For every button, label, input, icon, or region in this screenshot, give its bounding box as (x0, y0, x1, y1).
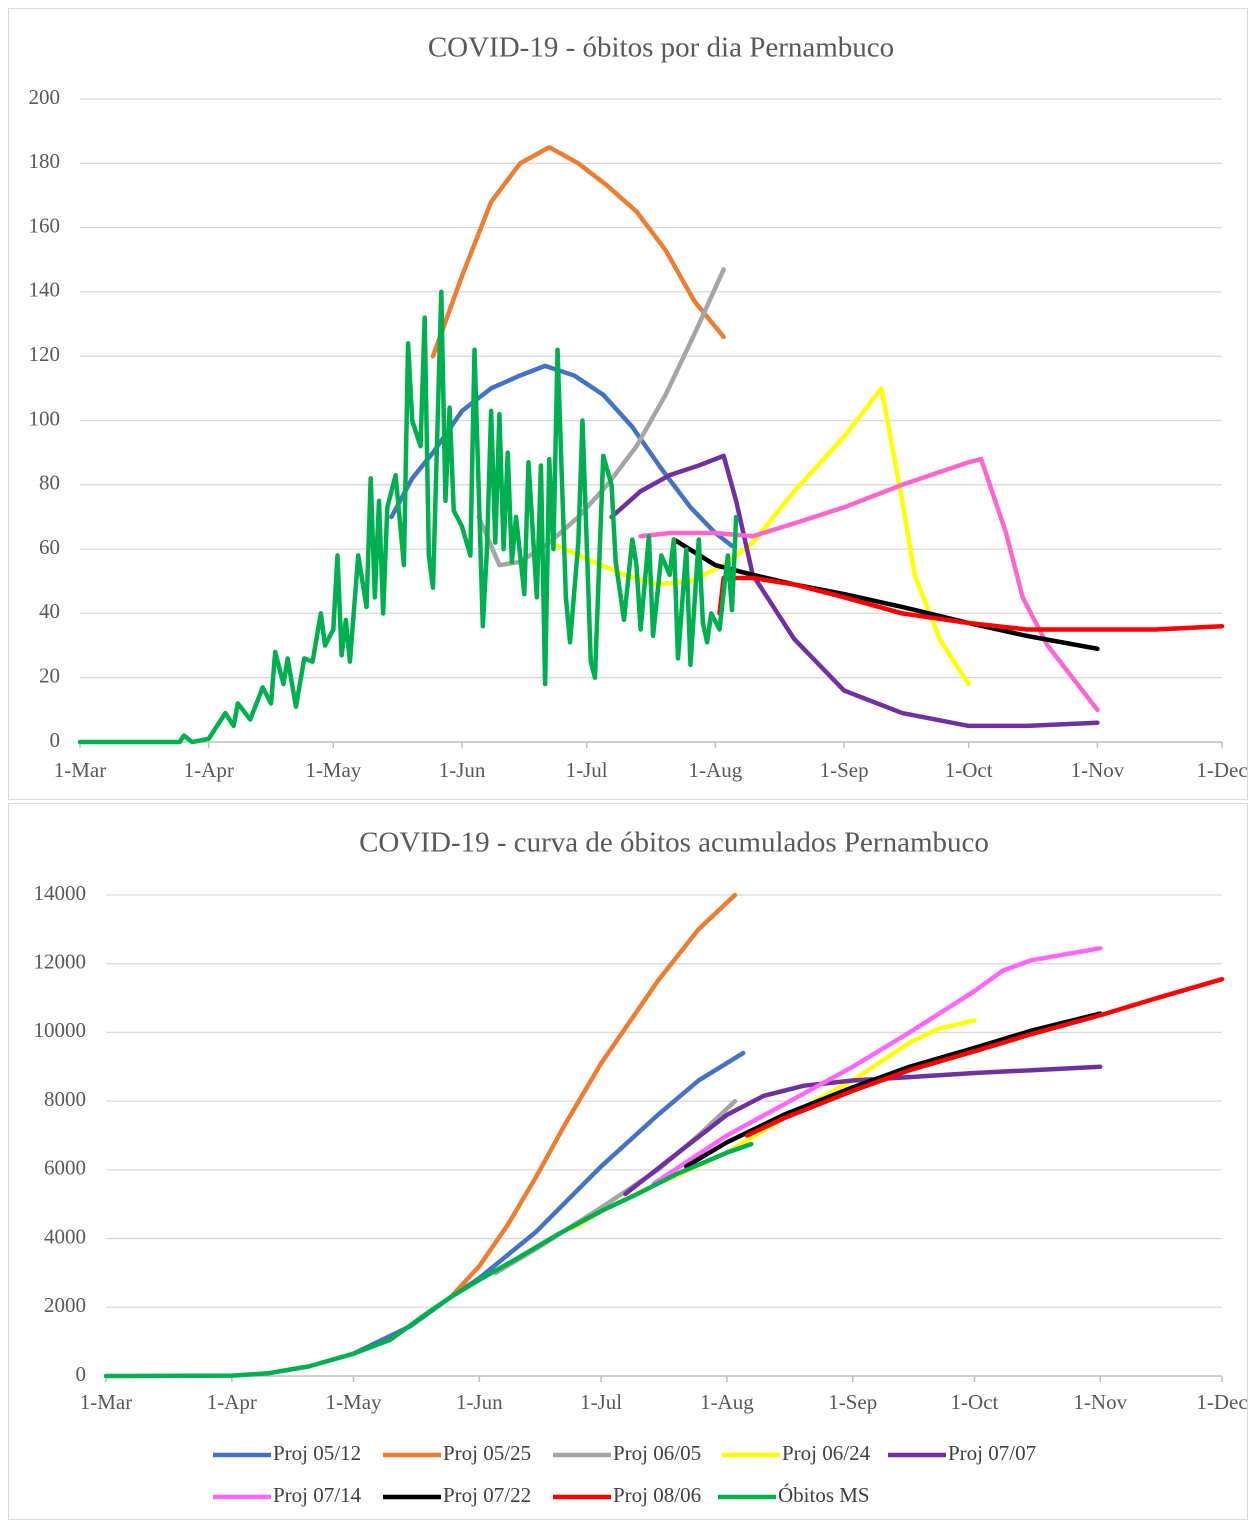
y-tick-label: 14000 (34, 881, 87, 905)
y-tick-label: 6000 (44, 1156, 86, 1180)
y-tick-label: 120 (29, 342, 61, 366)
series-line (651, 946, 1103, 1186)
y-tick-label: 40 (39, 599, 60, 623)
legend-label: Proj 06/24 (782, 1441, 871, 1465)
legend-label: Proj 07/07 (948, 1441, 1036, 1465)
chart-title: COVID-19 - óbitos por dia Pernambuco (428, 32, 894, 64)
series-line (744, 976, 1225, 1138)
x-tick-label: 1-Jul (580, 1390, 622, 1414)
x-tick-label: 1-May (326, 1390, 382, 1414)
series-line (717, 575, 1225, 632)
x-tick-label: 1-Nov (1073, 1390, 1127, 1414)
y-tick-label: 200 (29, 85, 61, 109)
x-tick-label: 1-Aug (700, 1390, 754, 1414)
x-tick-label: 1-Sep (820, 758, 869, 782)
y-tick-label: 100 (29, 406, 61, 430)
series-line (638, 456, 1100, 713)
legend-label: Óbitos MS (778, 1483, 870, 1507)
legend-label: Proj 05/12 (273, 1441, 361, 1465)
series-line (448, 892, 738, 1300)
legend-label: Proj 08/06 (613, 1483, 701, 1507)
y-tick-label: 0 (50, 728, 61, 752)
chart-frame (8, 8, 1248, 800)
x-tick-label: 1-Oct (945, 758, 993, 782)
series-line (623, 1064, 1103, 1197)
y-tick-label: 4000 (44, 1224, 86, 1248)
y-tick-label: 60 (39, 535, 60, 559)
y-tick-label: 12000 (34, 950, 87, 974)
x-tick-label: 1-Jun (439, 758, 486, 782)
y-tick-label: 20 (39, 664, 60, 688)
y-tick-label: 140 (29, 278, 61, 302)
x-tick-label: 1-Sep (828, 1390, 877, 1414)
y-tick-label: 80 (39, 471, 60, 495)
x-tick-label: 1-Aug (689, 758, 743, 782)
legend-label: Proj 05/25 (443, 1441, 531, 1465)
series-line (476, 267, 726, 568)
x-tick-label: 1-Dec (1196, 1390, 1247, 1414)
x-tick-label: 1-Apr (207, 1390, 257, 1414)
series-line (684, 1011, 1103, 1169)
y-tick-label: 0 (76, 1362, 87, 1386)
y-tick-label: 8000 (44, 1087, 86, 1111)
y-tick-label: 2000 (44, 1293, 86, 1317)
x-tick-label: 1-May (305, 758, 361, 782)
y-tick-label: 160 (29, 213, 61, 237)
x-tick-label: 1-Jul (566, 758, 608, 782)
series-line (77, 289, 739, 745)
x-tick-label: 1-Oct (951, 1390, 999, 1414)
series-line (430, 144, 726, 359)
x-tick-label: 1-Apr (184, 758, 234, 782)
x-tick-label: 1-Mar (54, 758, 106, 782)
chart-frame (8, 803, 1248, 1520)
x-tick-label: 1-Mar (80, 1390, 132, 1414)
legend-label: Proj 07/14 (273, 1483, 362, 1507)
series-line (103, 1141, 754, 1379)
y-tick-label: 10000 (34, 1018, 87, 1042)
x-tick-label: 1-Dec (1196, 758, 1247, 782)
legend-label: Proj 06/05 (613, 1441, 701, 1465)
chart-title: COVID-19 - curva de óbitos acumulados Pe… (359, 827, 989, 859)
y-tick-label: 180 (29, 149, 61, 173)
x-tick-label: 1-Jun (456, 1390, 503, 1414)
x-tick-label: 1-Nov (1071, 758, 1125, 782)
legend-label: Proj 07/22 (443, 1483, 531, 1507)
